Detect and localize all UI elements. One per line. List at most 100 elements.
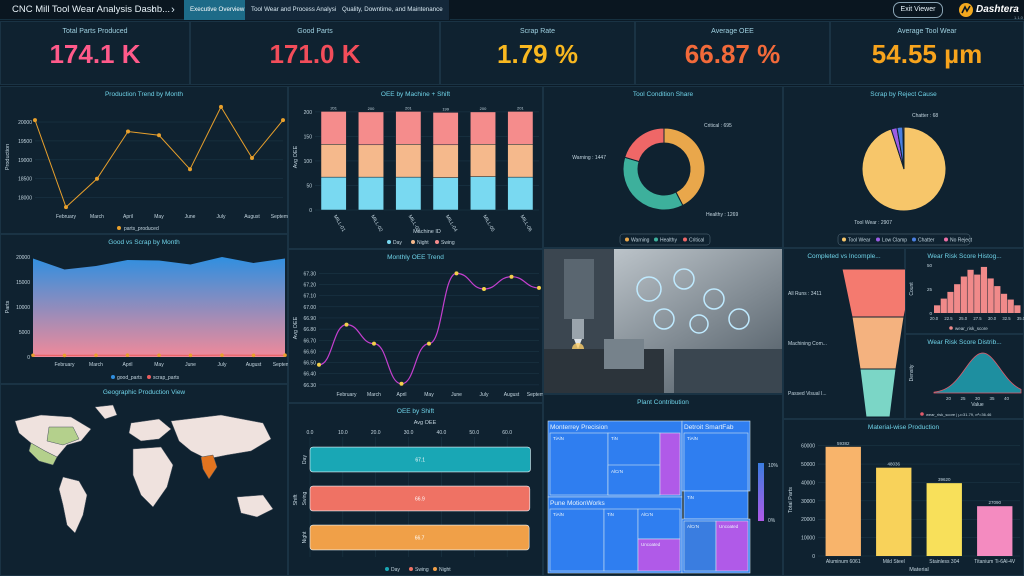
x-tick-label: 40 xyxy=(1004,396,1010,401)
tab-quality-downtime[interactable]: Quality, Downtime, and Maintenance xyxy=(336,0,450,20)
funnel-stage xyxy=(851,316,905,370)
x-tick-label: June xyxy=(185,214,196,220)
y-tick-label: 66.50 xyxy=(303,361,316,367)
y-axis-label: Avg OEE xyxy=(293,145,299,168)
y-axis-label: Density xyxy=(909,364,915,381)
bar-total-label: 200 xyxy=(368,106,375,111)
y-tick-label: 30000 xyxy=(801,499,815,505)
scrap-reject-chart: Tool Wear : 2907 Chatter : 68 Tool Wear Low… xyxy=(837,113,973,246)
legend-marker xyxy=(920,412,924,416)
legend-marker xyxy=(654,237,658,242)
scrap-reject-panel: Scrap by Reject Cause Tool Wear : 2907 Ch… xyxy=(783,86,1024,248)
slice-label: Chatter : 68 xyxy=(912,113,938,119)
x-tick-label: Mild Steel xyxy=(883,559,905,565)
color-scale xyxy=(758,463,764,521)
slice-label: Warning : 1447 xyxy=(572,155,606,161)
bar xyxy=(977,506,1013,556)
logo-version: 1.1.0 xyxy=(1014,15,1023,20)
data-point xyxy=(157,353,161,358)
x-tick-label: April xyxy=(122,362,132,368)
legend-marker xyxy=(876,237,880,242)
exit-viewer-button[interactable]: Exit Viewer xyxy=(893,2,943,18)
x-axis-label: Machine ID xyxy=(413,229,441,235)
y-tick-label: 200 xyxy=(304,110,313,116)
slice-label: Healthy : 1269 xyxy=(706,212,738,218)
y-axis-label: Avg OEE xyxy=(293,316,299,339)
kpi-total-parts: Total Parts Produced 174.1 K xyxy=(0,21,190,85)
legend-marker xyxy=(435,240,439,244)
good-vs-scrap-chart: 0 5000 10000 15000 20000 Parts February March Ap… xyxy=(5,255,298,381)
chart-title: Monthly OEE Trend xyxy=(387,254,444,261)
y-tick-label: 66.30 xyxy=(303,383,316,389)
slice-label: Tool Wear : 2907 xyxy=(854,220,892,226)
x-tick-label: July xyxy=(480,392,489,398)
data-point xyxy=(220,353,224,357)
x-tick-label: March xyxy=(90,214,104,220)
x-tick-label: September xyxy=(527,392,552,398)
pie-slice xyxy=(624,127,665,163)
cell xyxy=(603,508,639,572)
wear-risk-distribution-panel: Wear Risk Score Distrib... Density 20 25 30… xyxy=(905,334,1024,419)
kpi-title: Good Parts xyxy=(297,28,333,35)
x-tick-label: Stainless 304 xyxy=(929,559,959,565)
plant-contribution-treemap: Monterrey Precision TiAlN TiN AlCrN Detroit … xyxy=(547,420,779,574)
bar xyxy=(309,524,530,551)
forward-button[interactable]: › xyxy=(164,2,182,18)
bar-segment xyxy=(507,111,534,145)
usa-region xyxy=(46,426,80,446)
dashtera-logo: Dashtera 1.1.0 xyxy=(958,2,1023,20)
x-tick-label: 50.0 xyxy=(469,430,479,436)
density-curve xyxy=(933,352,1022,394)
bar-segment xyxy=(320,176,347,211)
y-axis-label: Shift xyxy=(293,494,299,505)
data-point xyxy=(31,353,35,358)
y-tick-label: 66.70 xyxy=(303,338,316,344)
legend-label: Swing xyxy=(415,567,429,573)
kpi-title: Scrap Rate xyxy=(519,28,556,35)
x-tick-label: 30.0 xyxy=(404,430,414,436)
y-tick-label: 0 xyxy=(812,554,815,560)
data-point xyxy=(94,353,98,358)
x-tick-label: 25.0 xyxy=(959,316,968,321)
hist-bar xyxy=(1014,305,1021,313)
kpi-average-oee: Average OEE 66.87 % xyxy=(635,21,830,85)
cell-label: Uncoated xyxy=(641,542,661,547)
cell xyxy=(549,432,609,496)
chart-title: Tool Condition Share xyxy=(632,91,694,98)
y-axis-label: Parts xyxy=(5,300,11,313)
bar-segment xyxy=(432,177,459,211)
completed-funnel-chart: All Runs : 3411 Machining Com... Passed Vi… xyxy=(788,268,915,418)
x-axis-label: Value xyxy=(971,402,984,408)
data-point xyxy=(126,129,130,134)
y-tick-label: 66.40 xyxy=(303,372,316,378)
y-tick-label: 150 xyxy=(304,134,313,140)
legend-label: scrap_parts xyxy=(153,375,180,381)
hist-bar xyxy=(934,305,941,313)
y-tick-label: 19500 xyxy=(18,139,32,145)
bar-value-label: 66.7 xyxy=(415,536,425,542)
bar xyxy=(926,483,962,556)
legend-box xyxy=(837,233,971,246)
bar xyxy=(309,446,531,473)
y-tick-label: 0 xyxy=(309,208,312,214)
x-tick-label: March xyxy=(89,362,103,368)
cell xyxy=(683,520,717,572)
x-tick-label: April xyxy=(123,214,133,220)
x-tick-label: August xyxy=(504,392,520,398)
tab-executive-overview[interactable]: Executive Overview xyxy=(184,0,252,20)
x-tick-label: 20.0 xyxy=(930,316,939,321)
cell-label: TiAlN xyxy=(553,436,564,441)
india-region xyxy=(200,454,218,480)
legend-label: good_parts xyxy=(117,375,143,381)
cell-label: TiN xyxy=(611,436,618,441)
bar-value-label: 27090 xyxy=(988,500,1001,505)
data-point xyxy=(157,133,161,138)
funnel-stage xyxy=(841,268,915,318)
kpi-title: Average Tool Wear xyxy=(897,28,957,35)
tab-tool-wear-process[interactable]: Tool Wear and Process Analysis xyxy=(245,0,347,20)
bar-segment xyxy=(432,112,459,146)
x-tick-label: 27.5 xyxy=(973,316,982,321)
wear-risk-distribution-chart: Density 20 25 30 35 40 Value wear_risk_score | … xyxy=(909,352,1022,417)
back-button[interactable]: ‹ xyxy=(144,2,162,18)
geographic-map-panel: Geographic Production View xyxy=(0,384,288,576)
